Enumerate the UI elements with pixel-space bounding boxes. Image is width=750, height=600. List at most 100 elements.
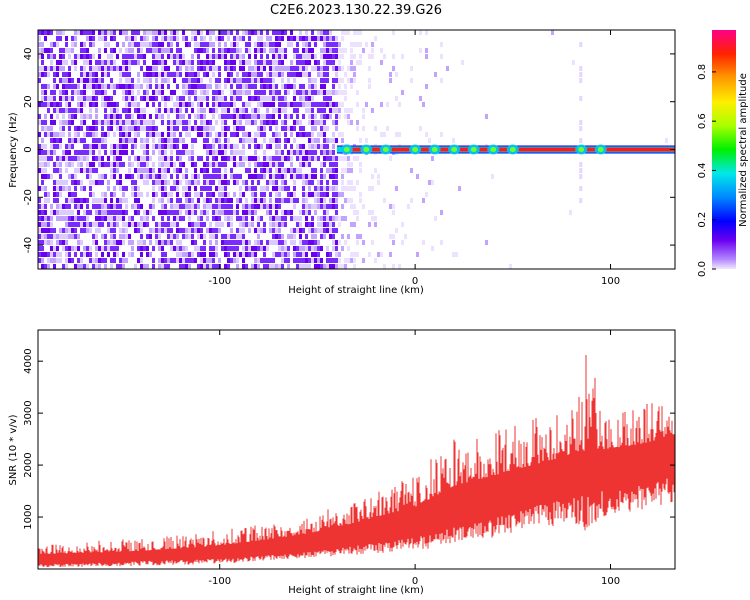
spectrogram-cell (98, 204, 101, 209)
spectrogram-cell (185, 234, 188, 239)
spectrogram-cell (197, 246, 200, 251)
spectrogram-cell (200, 114, 203, 119)
spectrogram-cell (389, 234, 392, 239)
spectrogram-cell (299, 102, 302, 107)
spectrogram-cell (125, 234, 128, 239)
spectrogram-cell (53, 210, 56, 215)
spectrogram-cell (224, 132, 227, 137)
spectrogram-cell (143, 120, 146, 125)
spectrogram-cell (92, 126, 95, 131)
spectrogram-cell (140, 264, 143, 269)
spectrogram-cell (89, 228, 92, 233)
spectrogram-cell (278, 162, 281, 167)
spectrogram-cell (308, 180, 311, 185)
spectrogram-cell (131, 42, 134, 47)
spectrogram-cell (230, 198, 233, 203)
spectrogram-cell (224, 252, 227, 257)
spectrogram-cell (266, 186, 269, 191)
signal-cluster-core (597, 147, 604, 152)
spectrogram-cell (344, 96, 347, 101)
spectrogram-cell (137, 114, 140, 119)
spectrogram-cell (212, 216, 215, 221)
spectrogram-cell (224, 192, 227, 197)
spectrogram-cell (68, 120, 71, 125)
spectrogram-cell (371, 42, 374, 47)
spectrogram-cell (209, 150, 212, 155)
snr-trace (38, 355, 675, 568)
spectrogram-cell (320, 162, 323, 167)
spectrogram-cell (257, 198, 260, 203)
spectrogram-cell (323, 228, 326, 233)
spectrogram-cell (347, 66, 350, 71)
spectrogram-cell (311, 66, 314, 71)
spectrogram-cell (329, 54, 332, 59)
spectrogram-cell (59, 240, 62, 245)
spectrogram-cell (161, 174, 164, 179)
spectrogram-cell (53, 246, 56, 251)
spectrogram-cell (170, 258, 173, 263)
spectrogram-cell (119, 162, 122, 167)
spectrogram-cell (95, 228, 98, 233)
spectrogram-cell (254, 204, 257, 209)
spectrogram-cell (161, 78, 164, 83)
spectrogram-cell (224, 240, 227, 245)
spectrogram-cell (335, 78, 338, 83)
spectrogram-cell (170, 186, 173, 191)
spectrogram-cell (188, 180, 191, 185)
spectrogram-cell (290, 162, 293, 167)
spectrogram-cell (579, 126, 583, 131)
spectrogram-cell (47, 132, 50, 137)
spectrogram-cell (116, 108, 119, 113)
spectrogram-cell (260, 246, 263, 251)
spectrogram-cell (329, 30, 332, 35)
spectrogram-cell (425, 30, 428, 35)
spectrogram-cell (65, 78, 68, 83)
spectrogram-cell (275, 48, 278, 53)
spectrogram-cell (185, 204, 188, 209)
spectrogram-cell (266, 42, 269, 47)
spectrogram-cell (284, 96, 287, 101)
spectrogram-cell (182, 78, 185, 83)
spectrogram-cell (89, 162, 92, 167)
spectrogram-cell (119, 174, 122, 179)
spectrogram-cell (152, 216, 155, 221)
spectrogram-cell (299, 72, 302, 77)
spectrogram-cell (194, 138, 197, 143)
spectrogram-cell (281, 258, 284, 263)
spectrogram-cell (440, 132, 443, 137)
spectrogram-cell (206, 66, 209, 71)
spectrogram-cell (293, 66, 296, 71)
spectrogram-cell (38, 102, 41, 107)
spectrogram-cell (152, 204, 155, 209)
spectrogram-cell (272, 180, 275, 185)
spectrogram-cell (245, 72, 248, 77)
spectrogram-cell (341, 168, 344, 173)
spectrogram-cell (579, 162, 583, 167)
spectrogram-cell (176, 174, 179, 179)
spectrogram-cell (194, 114, 197, 119)
spectrogram-cell (260, 102, 263, 107)
spectrogram-cell (182, 138, 185, 143)
spectrogram-cell (134, 186, 137, 191)
spectrogram-cell (212, 156, 215, 161)
spectrogram-cell (110, 240, 113, 245)
spectrogram-cell (290, 102, 293, 107)
spectrogram-cell (47, 252, 50, 257)
spectrogram-cell (41, 168, 44, 173)
spectrogram-cell (92, 258, 95, 263)
spectrogram-cell (38, 258, 41, 263)
spectrogram-cell (338, 90, 341, 95)
spectrogram-cell (323, 42, 326, 47)
spectrogram-cell (215, 162, 218, 167)
spectrogram-cell (191, 228, 194, 233)
spectrogram-cell (170, 228, 173, 233)
spectrogram-cell (206, 84, 209, 89)
spectrogram-cell (347, 78, 350, 83)
spectrogram-cell (44, 144, 47, 149)
spectrogram-cell (119, 120, 122, 125)
spectrogram-cell (275, 90, 278, 95)
spectrogram-cell (356, 126, 359, 131)
spectrogram-cell (320, 234, 323, 239)
spectrogram-cell (173, 72, 176, 77)
spectrogram-cell (68, 204, 71, 209)
